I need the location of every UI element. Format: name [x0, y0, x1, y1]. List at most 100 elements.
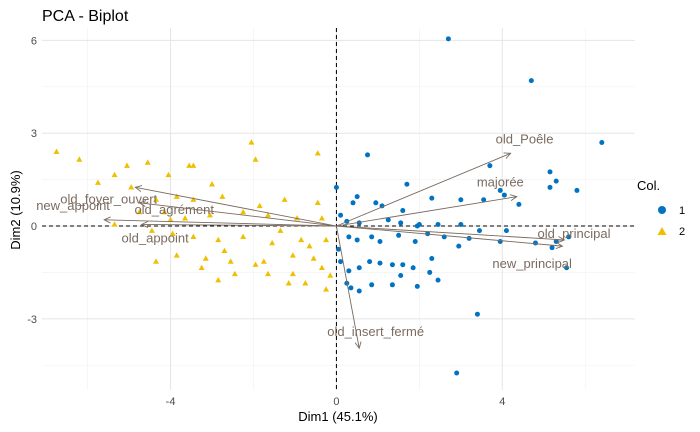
variable-label: old_Poêle: [496, 131, 554, 146]
legend-key-1-circle-icon: [658, 206, 666, 214]
point-group-2: [323, 286, 330, 292]
variable-arrow: [141, 224, 337, 227]
point-group-2: [53, 148, 60, 154]
point-group-1: [400, 262, 406, 268]
point-group-2: [318, 215, 325, 221]
variable-label: old_appoint: [122, 230, 190, 245]
point-group-1: [410, 265, 416, 271]
point-group-2: [265, 211, 272, 218]
point-group-2: [240, 233, 247, 240]
y-tick-label: 6: [31, 35, 37, 47]
variable-arrowhead: [509, 194, 518, 202]
point-group-2: [227, 258, 234, 264]
point-group-1: [532, 240, 538, 246]
point-group-1: [487, 163, 493, 169]
point-group-1: [338, 212, 344, 218]
point-group-1: [474, 311, 480, 317]
point-group-2: [76, 156, 83, 162]
point-group-1: [338, 259, 344, 265]
variable-label: majorée: [477, 175, 524, 190]
point-group-1: [481, 197, 487, 203]
variable-arrowhead: [555, 242, 564, 250]
point-group-2: [219, 193, 226, 199]
point-group-1: [574, 187, 580, 193]
variable-arrow: [336, 225, 565, 241]
point-group-1: [564, 265, 570, 271]
point-group-2: [206, 211, 213, 218]
point-group-1: [336, 246, 341, 252]
point-group-2: [190, 162, 197, 168]
point-group-2: [240, 208, 247, 215]
point-group-2: [124, 162, 131, 168]
point-group-1: [501, 192, 507, 198]
point-group-1: [396, 232, 402, 238]
variable-label: old_principal: [538, 226, 611, 241]
point-group-2: [161, 208, 168, 215]
variable-labels: old_Poêle majorée old_principal new_princip…: [36, 131, 610, 339]
point-group-2: [310, 255, 317, 261]
point-group-1: [503, 228, 509, 234]
legend-title: Col.: [637, 178, 660, 193]
variable-arrowhead: [557, 236, 566, 244]
point-group-1: [497, 238, 503, 244]
point-group-2: [323, 236, 330, 243]
point-group-2: [248, 139, 255, 145]
point-group-1: [416, 221, 422, 227]
point-group-1: [497, 187, 503, 193]
point-group-1: [346, 234, 352, 240]
point-group-2: [231, 270, 238, 277]
point-group-1: [389, 282, 395, 288]
point-group-2: [252, 261, 259, 267]
point-group-2: [198, 264, 205, 270]
point-group-2: [165, 171, 172, 178]
point-group-2: [173, 252, 180, 258]
variable-arrow: [135, 186, 337, 227]
point-group-1: [547, 184, 553, 190]
point-group-1: [414, 283, 420, 289]
x-tick-label: 4: [499, 396, 505, 408]
variable-arrowhead: [354, 341, 362, 350]
point-group-2: [111, 171, 118, 178]
legend-label-1: 1: [679, 205, 685, 217]
point-group-1: [547, 169, 553, 175]
x-tick-label: -4: [166, 396, 176, 408]
variable-arrow: [104, 219, 337, 227]
variable-arrowhead: [103, 216, 111, 224]
point-group-1: [350, 200, 356, 206]
point-group-2: [190, 196, 197, 202]
x-axis-title: Dim1 (45.1%): [298, 409, 377, 424]
point-group-2: [298, 236, 305, 243]
x-tick-label: 0: [333, 396, 339, 408]
point-group-2: [221, 247, 228, 253]
point-group-1: [377, 260, 383, 266]
point-group-2: [190, 233, 197, 240]
point-group-2: [285, 280, 292, 286]
point-group-1: [412, 238, 418, 244]
point-group-1: [348, 285, 354, 291]
legend-label-2: 2: [679, 226, 685, 238]
variable-label: old_insert_fermé: [327, 324, 424, 339]
point-group-1: [456, 243, 462, 249]
point-group-2: [173, 193, 180, 199]
point-group-1: [458, 197, 464, 203]
point-group-1: [398, 273, 404, 279]
point-group-2: [215, 236, 222, 243]
point-group-2: [269, 239, 276, 246]
point-group-1: [429, 256, 435, 262]
variable-arrowhead: [134, 185, 143, 192]
variable-arrows: [103, 152, 566, 350]
point-group-2: [186, 162, 193, 168]
y-axis-title: Dim2 (10.9%): [8, 170, 23, 249]
point-group-2: [209, 181, 216, 187]
point-group-2: [289, 252, 296, 258]
point-group-1: [400, 208, 406, 214]
variable-label: old_foyer_ouvert: [60, 191, 157, 206]
point-group-1: [445, 36, 451, 42]
point-group-1: [566, 234, 572, 240]
point-group-2: [252, 156, 259, 162]
point-group-1: [369, 234, 375, 240]
y-tick-label: 0: [31, 221, 37, 233]
point-group-1: [429, 195, 435, 201]
variable-arrowhead: [138, 200, 147, 207]
point-group-1: [404, 181, 410, 187]
